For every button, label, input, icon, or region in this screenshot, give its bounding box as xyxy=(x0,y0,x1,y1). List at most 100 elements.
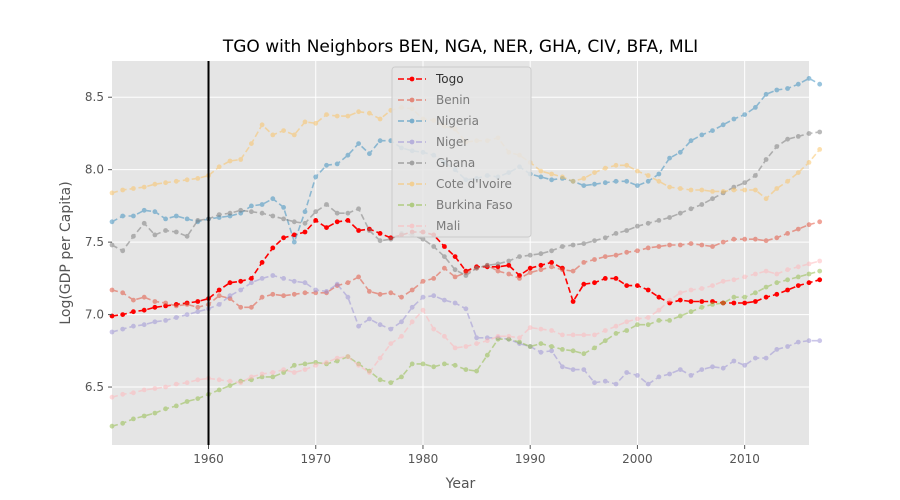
data-point xyxy=(442,254,447,259)
data-point xyxy=(302,367,308,372)
data-point xyxy=(238,287,244,293)
legend-swatch-marker xyxy=(409,181,415,187)
data-point xyxy=(420,236,426,242)
data-point xyxy=(184,302,190,307)
data-point xyxy=(720,278,726,284)
data-point xyxy=(216,287,222,293)
data-point xyxy=(281,205,286,210)
data-point xyxy=(635,316,640,322)
data-point xyxy=(131,297,136,303)
legend-item: Cote d'Ivoire xyxy=(398,177,512,191)
data-point xyxy=(291,132,297,138)
data-point xyxy=(216,164,222,170)
data-point xyxy=(302,229,308,235)
data-point xyxy=(592,170,597,176)
data-point xyxy=(753,299,758,304)
data-point xyxy=(259,202,265,207)
data-point xyxy=(560,267,565,273)
data-point xyxy=(806,271,812,277)
data-point xyxy=(409,319,415,325)
data-point xyxy=(806,222,812,228)
data-point xyxy=(495,333,501,339)
data-point xyxy=(817,338,823,344)
legend-swatch-marker xyxy=(409,118,415,124)
data-point xyxy=(592,345,597,351)
y-tick-label: 6.5 xyxy=(85,380,104,394)
data-point xyxy=(163,180,169,186)
data-point xyxy=(699,286,705,291)
data-point xyxy=(431,244,437,249)
legend-swatch-marker xyxy=(409,223,415,229)
data-point xyxy=(345,152,351,158)
data-point xyxy=(324,162,329,168)
data-point xyxy=(731,187,737,193)
data-point xyxy=(592,238,597,244)
data-point xyxy=(173,315,179,320)
data-point xyxy=(334,113,340,119)
data-point xyxy=(785,178,790,184)
y-axis-label: Log(GDP per Capita) xyxy=(58,181,74,324)
data-point xyxy=(570,332,576,338)
data-point xyxy=(538,262,544,268)
data-point xyxy=(656,294,662,300)
data-point xyxy=(656,244,662,249)
data-point xyxy=(131,323,136,329)
data-point xyxy=(420,294,426,300)
data-point xyxy=(173,303,179,309)
data-point xyxy=(313,174,319,180)
data-point xyxy=(753,173,758,178)
data-point xyxy=(624,283,630,288)
data-point xyxy=(270,291,276,297)
data-point xyxy=(184,399,190,404)
data-point xyxy=(656,171,662,177)
data-point xyxy=(238,278,244,284)
data-point xyxy=(581,351,587,357)
data-point xyxy=(249,209,254,215)
data-point xyxy=(281,276,286,281)
data-point xyxy=(216,293,222,299)
data-point xyxy=(184,177,190,183)
series-layer xyxy=(109,76,823,429)
data-point xyxy=(613,178,619,184)
data-point xyxy=(367,151,372,157)
data-point xyxy=(484,352,490,358)
data-point xyxy=(152,410,158,416)
data-point xyxy=(806,76,812,81)
data-point xyxy=(688,299,694,304)
data-point xyxy=(763,91,769,97)
data-point xyxy=(184,380,190,386)
data-point xyxy=(517,335,522,341)
data-point xyxy=(667,242,672,248)
data-point xyxy=(463,273,469,278)
data-point xyxy=(624,328,630,333)
data-point xyxy=(409,361,415,367)
legend-label: Burkina Faso xyxy=(436,198,513,212)
series-benin xyxy=(109,219,823,310)
data-point xyxy=(602,165,608,171)
data-point xyxy=(377,138,383,144)
data-point xyxy=(238,304,244,310)
data-point xyxy=(710,302,715,307)
data-point xyxy=(291,291,297,297)
data-point xyxy=(377,322,383,328)
data-point xyxy=(795,283,801,288)
legend-swatch-marker xyxy=(409,139,415,145)
data-point xyxy=(527,344,533,349)
data-point xyxy=(377,355,383,361)
data-point xyxy=(774,271,780,277)
legend-label: Togo xyxy=(435,72,464,86)
data-point xyxy=(195,176,201,181)
data-point xyxy=(495,261,501,267)
data-point xyxy=(484,338,490,344)
data-point xyxy=(249,141,254,147)
data-point xyxy=(710,189,715,194)
data-point xyxy=(388,326,394,332)
data-point xyxy=(173,178,179,184)
data-point xyxy=(281,235,286,241)
data-point xyxy=(592,280,597,286)
data-point xyxy=(141,184,147,190)
legend-item: Benin xyxy=(398,93,470,107)
data-point xyxy=(549,177,554,183)
legend-item: Nigeria xyxy=(398,114,479,128)
data-point xyxy=(281,367,286,372)
